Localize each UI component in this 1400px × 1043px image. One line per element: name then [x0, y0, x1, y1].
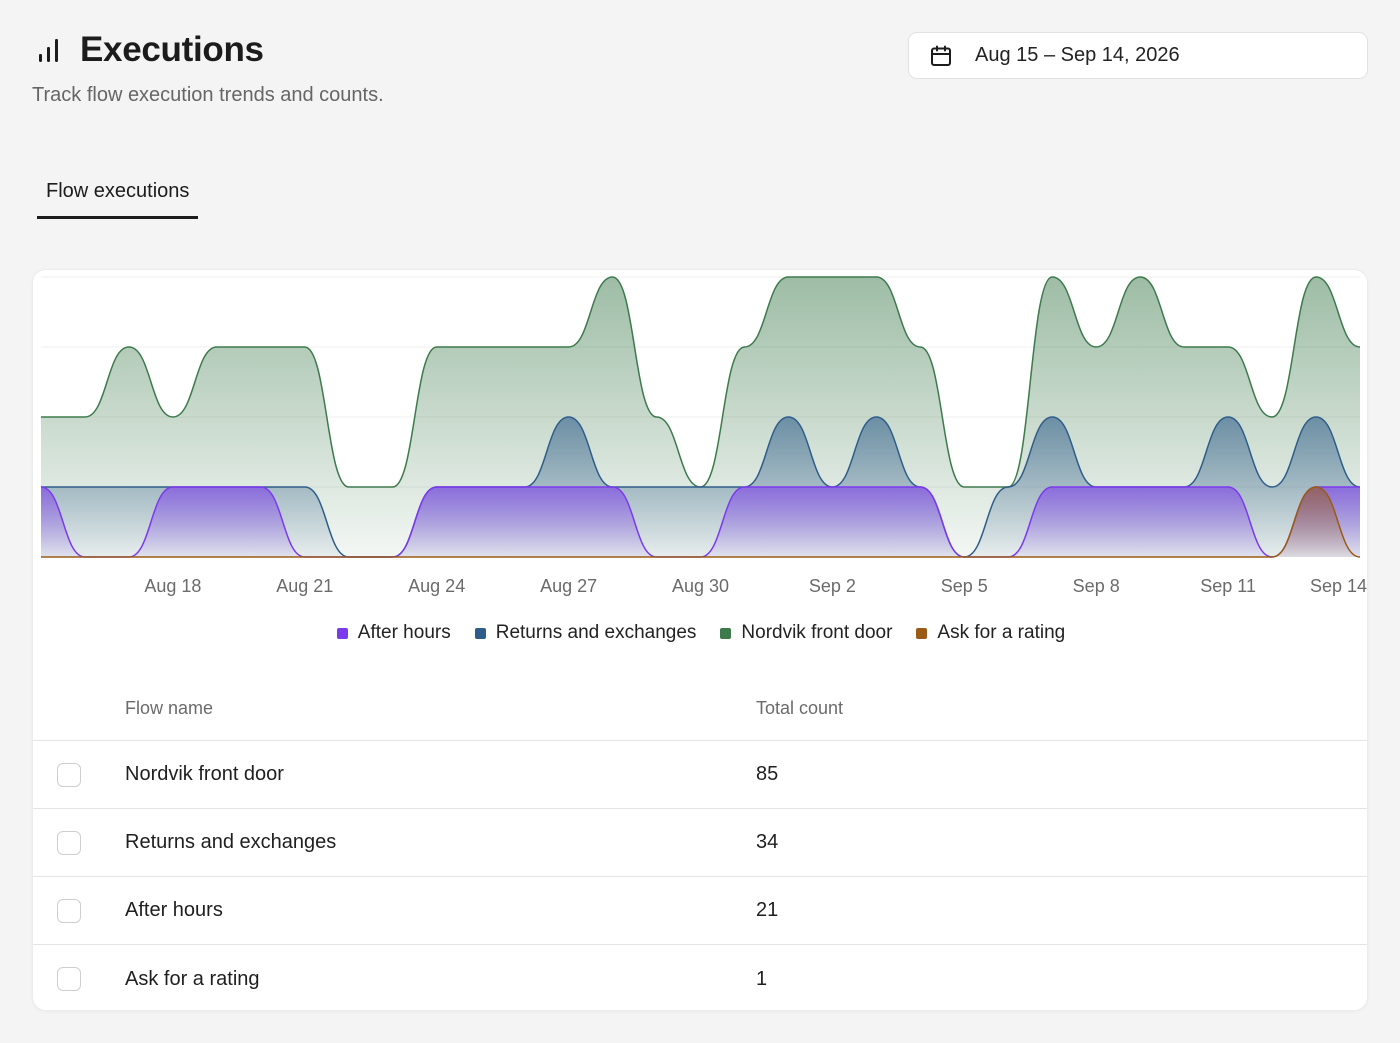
x-tick-label: Sep 11 — [1200, 576, 1256, 596]
x-tick-label: Sep 14 — [1310, 576, 1367, 596]
x-tick-label: Aug 27 — [540, 576, 597, 596]
calendar-icon — [929, 44, 953, 68]
row-checkbox[interactable] — [57, 830, 81, 855]
flow-count: 21 — [756, 899, 779, 921]
row-check-cell — [33, 898, 125, 923]
column-header-total-count: Total count — [756, 697, 844, 718]
x-tick-label: Sep 8 — [1073, 576, 1120, 596]
legend-label: Nordvik front door — [741, 622, 893, 643]
flows-table: Flow name Total count Nordvik front door… — [33, 676, 1367, 1010]
x-tick-label: Sep 5 — [941, 576, 988, 596]
title-row: Executions — [32, 30, 384, 70]
flow-count: 85 — [756, 763, 779, 785]
legend-swatch — [474, 627, 486, 639]
legend-label: Ask for a rating — [937, 622, 1066, 643]
table-row: Ask for a rating 1 — [33, 945, 1367, 1010]
flow-count: 34 — [756, 831, 779, 853]
line-nordvik-front-door — [40, 276, 1361, 488]
tab-flow-executions[interactable]: Flow executions — [37, 180, 199, 219]
page-title: Executions — [80, 30, 264, 69]
legend-item-returns-and-exchanges[interactable]: Returns and exchanges — [474, 622, 697, 644]
area-after-hours — [41, 487, 1360, 557]
x-tick-label: Aug 21 — [276, 576, 333, 596]
date-range-picker[interactable]: Aug 15 – Sep 14, 2026 — [908, 32, 1368, 79]
legend-swatch — [336, 627, 348, 639]
executions-area-chart: Aug 18 Aug 21 Aug 24 Aug 27 Aug 30 Sep 2 Sep 5… — [40, 276, 1367, 596]
legend-item-nordvik-front-door[interactable]: Nordvik front door — [720, 622, 892, 644]
row-check-cell — [33, 762, 125, 787]
line-ask-for-a-rating — [41, 486, 1361, 558]
table-row: After hours 21 — [33, 877, 1367, 945]
flow-count: 1 — [756, 967, 768, 990]
row-check-cell — [33, 830, 125, 855]
page-header: Executions Track flow execution trends a… — [32, 30, 384, 107]
legend-item-after-hours[interactable]: After hours — [336, 622, 451, 644]
flow-name: Nordvik front door — [125, 763, 284, 785]
row-check-cell — [33, 967, 125, 991]
table-row: Nordvik front door 85 — [33, 741, 1367, 809]
legend-item-ask-for-a-rating[interactable]: Ask for a rating — [916, 622, 1065, 644]
legend-swatch — [720, 627, 732, 639]
bar-chart-icon — [32, 33, 66, 67]
table-header: Flow name Total count — [33, 676, 1367, 741]
column-header-flow-name: Flow name — [125, 697, 214, 718]
x-tick-label: Aug 24 — [408, 576, 465, 596]
page-subtitle: Track flow execution trends and counts. — [32, 84, 384, 106]
x-tick-label: Aug 18 — [144, 576, 201, 596]
row-checkbox[interactable] — [57, 898, 81, 923]
chart-legend: After hours Returns and exchanges Nordvi… — [33, 622, 1367, 644]
x-tick-label: Sep 2 — [809, 576, 856, 596]
flow-name: Ask for a rating — [125, 967, 260, 990]
legend-label: After hours — [357, 622, 451, 643]
tab-bar: Flow executions — [37, 180, 199, 219]
date-range-label: Aug 15 – Sep 14, 2026 — [975, 44, 1180, 66]
flow-name: Returns and exchanges — [125, 831, 337, 853]
row-checkbox[interactable] — [57, 967, 81, 991]
x-tick-label: Aug 30 — [672, 576, 729, 596]
legend-label: Returns and exchanges — [495, 622, 697, 643]
executions-card: Aug 18 Aug 21 Aug 24 Aug 27 Aug 30 Sep 2 Sep 5… — [32, 269, 1368, 1011]
flow-name: After hours — [125, 899, 223, 921]
row-checkbox[interactable] — [57, 762, 81, 787]
table-row: Returns and exchanges 34 — [33, 809, 1367, 877]
legend-swatch — [916, 627, 928, 639]
